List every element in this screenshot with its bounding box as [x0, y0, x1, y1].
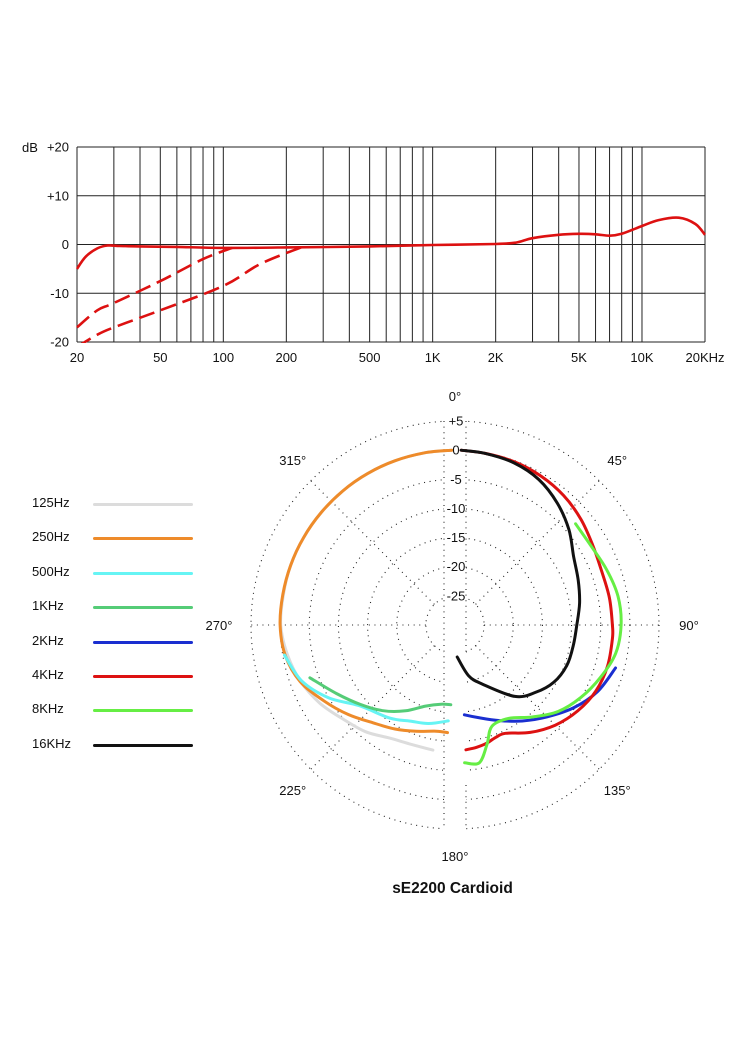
polar-spoke	[310, 480, 435, 605]
r-tick-label: 0	[452, 443, 459, 458]
legend-label: 1KHz	[32, 598, 64, 614]
r-tick-label: -20	[447, 559, 466, 574]
polar-series-8khz	[463, 522, 623, 766]
angle-label: 0°	[449, 389, 461, 404]
polar-ring	[367, 537, 543, 713]
x-tick-label: 200	[275, 350, 297, 365]
legend-swatch	[93, 640, 193, 644]
frequency-series-line	[80, 246, 302, 343]
r-tick-label: +5	[449, 414, 464, 429]
x-tick-label: 2K	[488, 350, 504, 365]
polar-series-16khz	[455, 448, 582, 699]
y-tick-label: +20	[47, 140, 69, 155]
r-tick-label: -25	[447, 588, 466, 603]
polar-ring	[250, 420, 660, 830]
r-tick-label: -5	[450, 472, 462, 487]
r-tick-label: -10	[447, 501, 466, 516]
legend-swatch	[93, 503, 193, 506]
frequency-series-group	[76, 216, 706, 343]
frequency-response-chart: dB 20 50 100 200 500 1K 2K 5K 10K 20KHz +20 +10 0 -10…	[22, 140, 725, 366]
legend-swatch	[93, 709, 193, 713]
polar-series-group	[278, 448, 623, 766]
y-tick-label: +10	[47, 188, 69, 203]
r-tick-label: -15	[447, 530, 466, 545]
x-tick-label: 1K	[425, 350, 441, 365]
legend-swatch	[93, 537, 193, 541]
legend-label: 4KHz	[32, 666, 64, 682]
polar-spoke	[475, 645, 600, 770]
y-tick-label: 0	[62, 237, 69, 252]
angle-label: 180°	[442, 849, 469, 864]
polar-ring	[308, 478, 602, 772]
y-tick-label: -10	[50, 286, 69, 301]
legend-label: 8KHz	[32, 701, 64, 717]
x-tick-label: 50	[153, 350, 167, 365]
legend-swatch	[93, 606, 193, 610]
polar-series-4khz	[459, 448, 615, 752]
frequency-grid	[76, 146, 706, 343]
x-tick-label: 10K	[630, 350, 653, 365]
x-tick-label: 5K	[571, 350, 587, 365]
frequency-tick-labels: 20 50 100 200 500 1K 2K 5K 10K 20KHz +20 +10 0 -10 -20	[47, 140, 725, 366]
legend-swatch	[93, 571, 193, 575]
polar-series-250hz	[278, 448, 454, 735]
polar-labels: +5 0 -5 -10 -15 -20 -25 0° 45° 90° 135° 180° 225° 270…	[206, 389, 699, 864]
legend-label: 16KHz	[32, 735, 72, 751]
legend-swatch	[93, 674, 193, 678]
x-tick-label: 100	[212, 350, 234, 365]
y-axis-label: dB	[22, 140, 38, 155]
legend-label: 250Hz	[32, 529, 70, 545]
y-tick-label: -20	[50, 335, 69, 350]
polar-spoke	[310, 645, 435, 770]
angle-label: 225°	[279, 783, 306, 798]
angle-label: 90°	[679, 618, 699, 633]
legend-label: 500Hz	[32, 563, 70, 579]
x-tick-label: 20	[70, 350, 84, 365]
x-tick-label: 20KHz	[685, 350, 724, 365]
legend-label: 2KHz	[32, 632, 64, 648]
polar-series-1khz	[308, 676, 453, 713]
legend-swatch	[93, 743, 193, 747]
frequency-series-line	[76, 246, 233, 329]
polar-axis-band	[444, 417, 466, 833]
polar-spoke	[475, 480, 600, 605]
legend-label: 125Hz	[32, 495, 70, 510]
angle-label: 315°	[279, 453, 306, 468]
frequency-series-line	[76, 216, 706, 270]
angle-label: 270°	[206, 618, 233, 633]
chart-title: sE2200 Cardioid	[392, 880, 513, 897]
polar-series-500hz	[283, 653, 450, 726]
polar-ring	[396, 566, 514, 684]
angle-label: 45°	[607, 453, 627, 468]
angle-label: 135°	[604, 783, 631, 798]
x-tick-label: 500	[359, 350, 381, 365]
polar-pattern-chart: +5 0 -5 -10 -15 -20 -25 0° 45° 90° 135° 180° 225° 270…	[206, 389, 699, 864]
